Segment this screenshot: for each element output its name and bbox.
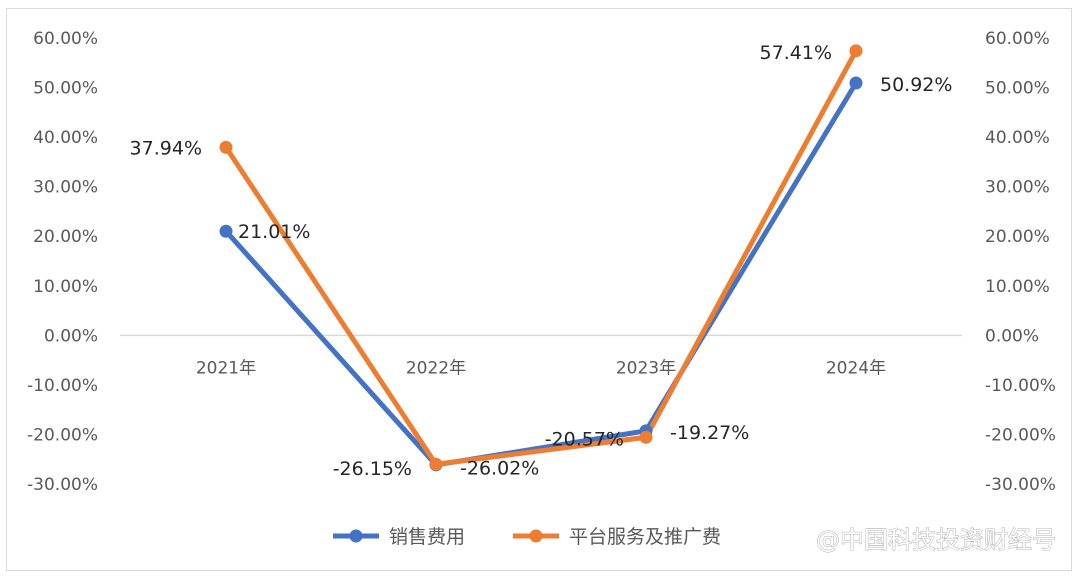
x-tick-label: 2024年 xyxy=(826,358,886,378)
data-point xyxy=(219,140,233,154)
data-label: 37.94% xyxy=(130,137,202,159)
y-tick-label-left: -30.00% xyxy=(27,475,98,495)
data-label: -20.57% xyxy=(545,428,624,450)
legend-label: 平台服务及推广费 xyxy=(569,526,721,548)
data-label: 57.41% xyxy=(760,42,832,64)
legend-marker xyxy=(529,529,543,543)
y-tick-label-right: 10.00% xyxy=(985,277,1050,297)
chart-frame xyxy=(6,8,1072,571)
x-tick-label: 2022年 xyxy=(406,358,466,378)
y-tick-label-left: 60.00% xyxy=(33,29,98,49)
legend: 销售费用 平台服务及推广费 xyxy=(333,526,721,548)
x-tick-label: 2021年 xyxy=(196,358,256,378)
y-tick-label-right: 0.00% xyxy=(985,326,1039,346)
data-label: -26.02% xyxy=(460,457,539,479)
data-label: 21.01% xyxy=(238,221,310,243)
y-tick-label-left: -20.00% xyxy=(27,425,98,445)
y-axis-left: 60.00% 50.00% 40.00% 30.00% 20.00% 10.00% 0.00… xyxy=(27,29,98,495)
y-tick-label-left: 40.00% xyxy=(33,128,98,148)
y-tick-label-left: 50.00% xyxy=(33,79,98,99)
watermark-text: @中国科技投资财经号 xyxy=(816,526,1056,554)
y-tick-label-left: 30.00% xyxy=(33,178,98,198)
x-tick-label: 2023年 xyxy=(616,358,676,378)
data-label: -26.15% xyxy=(333,458,412,480)
data-point xyxy=(639,430,653,444)
data-labels: 21.01% -26.15% -19.27% 50.92% 37.94% -26.02%-… xyxy=(130,42,953,480)
y-tick-label-right: -20.00% xyxy=(985,425,1056,445)
series-line-1 xyxy=(223,48,859,467)
x-axis-categories: 2021年 2022年 2023年 2024年 xyxy=(196,358,886,378)
y-tick-label-left: 10.00% xyxy=(33,277,98,297)
data-label: 50.92% xyxy=(880,74,952,96)
y-tick-label-left: 20.00% xyxy=(33,227,98,247)
y-tick-label-left: 0.00% xyxy=(44,326,98,346)
y-tick-label-right: 20.00% xyxy=(985,227,1050,247)
data-label: -19.27% xyxy=(670,422,749,444)
y-tick-label-right: 50.00% xyxy=(985,79,1050,99)
y-axis-right: 60.00% 50.00% 40.00% 30.00% 20.00% 10.00% 0.00… xyxy=(985,29,1056,495)
y-tick-label-left: -10.00% xyxy=(27,376,98,396)
y-tick-label-right: -10.00% xyxy=(985,376,1056,396)
data-point xyxy=(429,457,443,471)
data-point xyxy=(849,76,863,90)
y-tick-label-right: 30.00% xyxy=(985,178,1050,198)
series-line-0 xyxy=(223,80,859,468)
data-point xyxy=(219,224,233,238)
legend-marker xyxy=(349,529,363,543)
data-point xyxy=(849,44,863,58)
y-tick-label-right: 40.00% xyxy=(985,128,1050,148)
y-tick-label-right: 60.00% xyxy=(985,29,1050,49)
legend-label: 销售费用 xyxy=(389,526,465,548)
y-tick-label-right: -30.00% xyxy=(985,475,1056,495)
series-lines xyxy=(219,44,863,472)
